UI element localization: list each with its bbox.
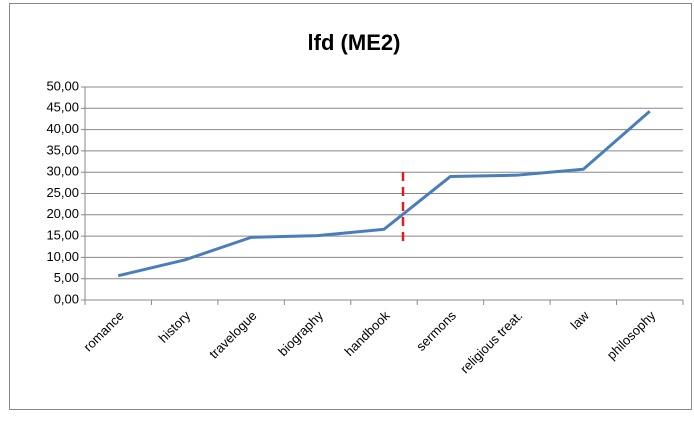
y-tick-label: 50,00 xyxy=(46,78,79,93)
y-tick-label: 30,00 xyxy=(46,164,79,179)
y-tick-label: 20,00 xyxy=(46,206,79,221)
y-tick-label: 45,00 xyxy=(46,100,79,115)
y-tick-label: 40,00 xyxy=(46,121,79,136)
y-tick-label: 25,00 xyxy=(46,185,79,200)
y-tick-label: 35,00 xyxy=(46,142,79,157)
chart-title: lfd (ME2) xyxy=(308,30,401,55)
y-tick-label: 10,00 xyxy=(46,249,79,264)
y-tick-label: 5,00 xyxy=(54,270,79,285)
y-tick-label: 15,00 xyxy=(46,228,79,243)
chart-frame xyxy=(9,3,692,410)
y-tick-label: 0,00 xyxy=(54,291,79,306)
line-series xyxy=(117,110,651,278)
